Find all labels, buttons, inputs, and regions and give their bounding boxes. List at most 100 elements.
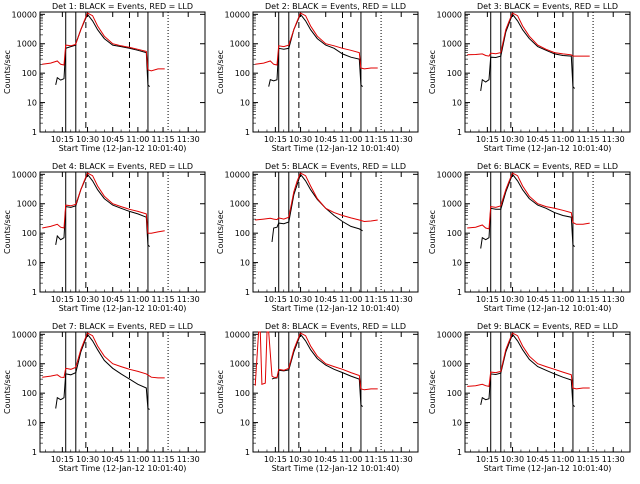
y-tick-label: 1000 (17, 360, 37, 369)
series-line-lld (42, 12, 165, 72)
x-tick-label: 11:00 (339, 295, 362, 304)
y-tick-label: 10000 (225, 10, 250, 19)
y-tick-label: 10 (27, 419, 37, 428)
series-line-events (55, 333, 150, 410)
chart-title: Det 5: BLACK = Events, RED = LLD (265, 162, 406, 171)
y-tick-label: 100 (447, 229, 462, 238)
y-tick-label: 100 (235, 69, 250, 78)
x-tick-label: 10:30 (289, 455, 312, 464)
y-tick-label: 100 (447, 69, 462, 78)
series-line-events (480, 173, 575, 249)
y-tick-label: 10000 (225, 330, 250, 339)
y-tick-label: 1000 (442, 360, 462, 369)
series-line-lld (42, 332, 165, 379)
x-tick-label: 10:15 (476, 295, 499, 304)
x-tick-label: 11:15 (152, 455, 175, 464)
panel-det-5: Det 5: BLACK = Events, RED = LLD 1 10 100 10… (216, 162, 419, 313)
series-line-lld (255, 172, 378, 223)
y-tick-label: 10 (27, 259, 37, 268)
y-tick-label: 100 (447, 389, 462, 398)
chart-title: Det 8: BLACK = Events, RED = LLD (265, 322, 406, 331)
x-tick-label: 10:30 (76, 135, 99, 144)
y-tick-label: 10 (452, 259, 462, 268)
chart-title: Det 3: BLACK = Events, RED = LLD (477, 2, 618, 11)
y-tick-label: 10000 (437, 10, 462, 19)
x-tick-label: 10:15 (264, 455, 287, 464)
x-tick-label: 10:45 (526, 295, 549, 304)
plot-frame (252, 171, 419, 293)
y-tick-label: 10000 (437, 330, 462, 339)
x-tick-label: 11:00 (551, 455, 574, 464)
plot-frame (464, 171, 631, 293)
series-line-lld (255, 12, 378, 70)
y-tick-label: 1 (245, 288, 250, 297)
x-tick-label: 11:00 (126, 455, 149, 464)
y-tick-label: 1000 (230, 360, 250, 369)
panel-det-7: Det 7: BLACK = Events, RED = LLD 1 10 100 10… (3, 322, 206, 473)
chart-title: Det 1: BLACK = Events, RED = LLD (52, 2, 193, 11)
x-tick-label: 11:00 (551, 295, 574, 304)
y-tick-label: 100 (235, 229, 250, 238)
y-axis-label: Counts/sec (428, 370, 437, 414)
x-tick-label: 10:45 (314, 135, 337, 144)
x-tick-label: 11:15 (365, 135, 388, 144)
series-line-events (480, 13, 575, 91)
x-axis-label: Start Time (12-Jan-12 10:01:40) (59, 144, 187, 153)
y-tick-label: 1 (457, 448, 462, 457)
x-tick-label: 10:30 (76, 295, 99, 304)
x-tick-label: 10:30 (501, 455, 524, 464)
x-tick-label: 11:30 (177, 135, 200, 144)
y-tick-label: 10000 (12, 330, 37, 339)
y-axis-label: Counts/sec (3, 50, 12, 94)
series-line-events (271, 333, 363, 407)
x-tick-label: 11:30 (602, 295, 625, 304)
y-tick-label: 1000 (230, 200, 250, 209)
x-tick-label: 10:30 (501, 295, 524, 304)
y-axis-label: Counts/sec (428, 50, 437, 94)
panel-det-1: Det 1: BLACK = Events, RED = LLD 1 10 100 10… (3, 2, 206, 153)
series-line-lld (254, 331, 378, 391)
series-line-lld (467, 172, 590, 230)
x-tick-label: 10:45 (101, 295, 124, 304)
chart-title: Det 4: BLACK = Events, RED = LLD (52, 162, 193, 171)
plot-frame (39, 11, 206, 133)
panel-det-6: Det 6: BLACK = Events, RED = LLD 1 10 100 10… (428, 162, 631, 313)
x-tick-label: 10:15 (51, 295, 74, 304)
series-line-events (271, 173, 363, 243)
y-tick-label: 100 (22, 389, 37, 398)
x-tick-label: 10:45 (314, 295, 337, 304)
panel-det-4: Det 4: BLACK = Events, RED = LLD 1 10 100 10… (3, 162, 206, 313)
x-axis-label: Start Time (12-Jan-12 10:01:40) (272, 464, 400, 473)
x-axis-label: Start Time (12-Jan-12 10:01:40) (272, 144, 400, 153)
chart-title: Det 7: BLACK = Events, RED = LLD (52, 322, 193, 331)
x-axis-label: Start Time (12-Jan-12 10:01:40) (484, 304, 612, 313)
x-tick-label: 11:30 (390, 135, 413, 144)
x-tick-label: 11:00 (551, 135, 574, 144)
chart-title: Det 2: BLACK = Events, RED = LLD (265, 2, 406, 11)
y-tick-label: 100 (235, 389, 250, 398)
y-tick-label: 1 (32, 128, 37, 137)
series-line-events (55, 13, 150, 87)
x-tick-label: 11:00 (339, 455, 362, 464)
x-tick-label: 11:15 (152, 135, 175, 144)
y-tick-label: 10 (240, 99, 250, 108)
plot-frame (39, 171, 206, 293)
y-tick-label: 10 (27, 99, 37, 108)
chart-title: Det 9: BLACK = Events, RED = LLD (477, 322, 618, 331)
x-tick-label: 11:15 (365, 455, 388, 464)
x-tick-label: 11:30 (390, 455, 413, 464)
y-tick-label: 10000 (225, 170, 250, 179)
x-tick-label: 11:30 (602, 135, 625, 144)
y-tick-label: 1 (245, 128, 250, 137)
plot-frame (252, 331, 419, 453)
x-tick-label: 11:30 (177, 295, 200, 304)
y-tick-label: 1000 (17, 200, 37, 209)
x-axis-label: Start Time (12-Jan-12 10:01:40) (484, 464, 612, 473)
series-line-lld (467, 12, 590, 57)
y-tick-label: 1 (457, 128, 462, 137)
x-tick-label: 10:45 (526, 135, 549, 144)
series-line-events (268, 13, 363, 87)
x-tick-label: 10:45 (314, 455, 337, 464)
y-axis-label: Counts/sec (216, 370, 225, 414)
